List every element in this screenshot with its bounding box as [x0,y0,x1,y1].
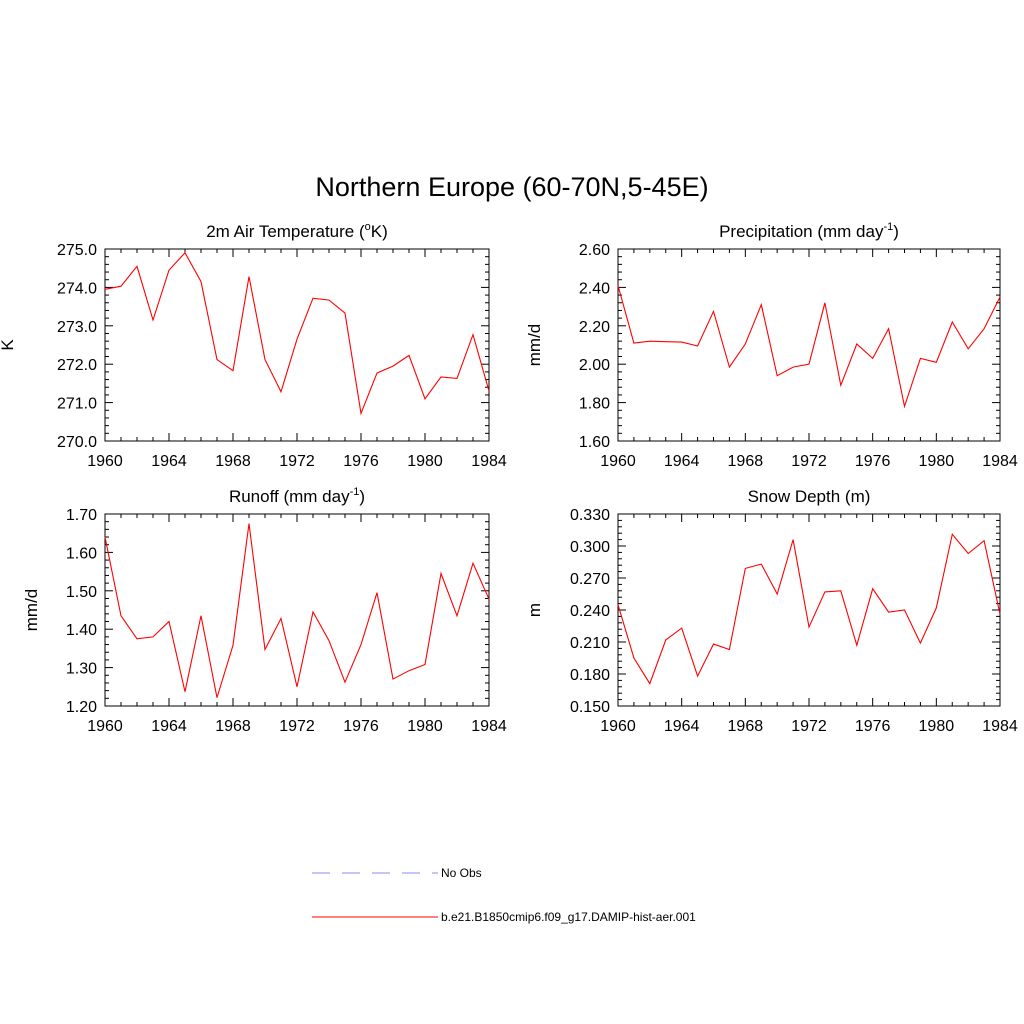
y-tick-label: 271.0 [57,396,97,413]
chart-runoff: 1960 1964 1968 1972 1976 1980 1984 1.20 1.30 1.40… [22,486,507,735]
x-tick-label: 1960 [87,453,123,470]
y-tick-label: 2.00 [579,357,610,374]
y-tick-label: 1.50 [66,584,97,601]
x-tick-label: 1980 [919,718,955,735]
y-tick-label: 1.70 [66,507,97,524]
y-tick-label: 1.60 [579,434,610,451]
y-tick-label: 270.0 [57,434,97,451]
panel-title: Precipitation (mm day-1) [719,221,899,241]
x-tick-label: 1980 [919,453,955,470]
y-tick-label: 273.0 [57,319,97,336]
plot-frame [104,513,490,707]
y-tick-label: 0.270 [570,571,610,588]
y-tick-label: 0.240 [570,603,610,620]
x-tick-label: 1976 [343,718,379,735]
figure-title: Northern Europe (60-70N,5-45E) [315,172,708,202]
y-tick-label: 275.0 [57,242,97,259]
chart-precipitation: 1960 1964 1968 1972 1976 1980 1984 1.60 1.80 2.00… [525,221,1018,470]
x-tick-label: 1968 [215,453,251,470]
y-tick-label: 0.150 [570,699,610,716]
legend-no-obs-label: No Obs [441,866,482,880]
panels: 1960 1964 1968 1972 1976 1980 1984 270.0 271.0 27… [0,221,1018,735]
x-tick-label: 1972 [279,718,315,735]
x-tick-label: 1964 [151,718,187,735]
y-tick-label: 2.20 [579,319,610,336]
x-tick-label: 1968 [728,718,764,735]
x-tick-label: 1976 [855,453,891,470]
x-tick-label: 1972 [791,453,827,470]
y-tick-label: 0.210 [570,635,610,652]
chart-air-temperature: 1960 1964 1968 1972 1976 1980 1984 270.0 271.0 27… [0,221,507,470]
y-tick-label: 0.330 [570,507,610,524]
plot-frame [617,513,1001,707]
y-tick-label: 0.300 [570,539,610,556]
x-tick-label: 1984 [471,718,507,735]
x-tick-label: 1964 [664,718,700,735]
x-tick-label: 1968 [215,718,251,735]
y-tick-label: 1.20 [66,699,97,716]
x-tick-label: 1976 [855,718,891,735]
y-axis-label: K [0,339,17,351]
panel-title: Runoff (mm day-1) [229,486,365,506]
x-tick-label: 1976 [343,453,379,470]
y-tick-label: 2.60 [579,242,610,259]
x-tick-label: 1960 [600,718,636,735]
y-tick-label: 1.40 [66,622,97,639]
legend: No Obs b.e21.B1850cmip6.f09_g17.DAMIP-hi… [312,866,696,924]
x-tick-label: 1960 [87,718,123,735]
series-line-runoff [104,523,490,698]
x-tick-label: 1964 [151,453,187,470]
chart-snow-depth: 1960 1964 1968 1972 1976 1980 1984 0.150 0.180 0.… [525,487,1018,735]
y-tick-label: 1.80 [579,396,610,413]
y-tick-label: 2.40 [579,280,610,297]
x-tick-label: 1972 [791,718,827,735]
plot-frame [104,248,490,442]
x-tick-label: 1984 [982,453,1018,470]
series-line-snow-depth [617,533,1001,685]
x-tick-label: 1980 [407,453,443,470]
x-tick-label: 1964 [664,453,700,470]
y-tick-label: 1.30 [66,661,97,678]
x-tick-label: 1984 [471,453,507,470]
y-axis-label: m [525,603,544,617]
y-axis-label: mm/d [525,324,544,367]
x-tick-label: 1968 [728,453,764,470]
y-tick-label: 272.0 [57,357,97,374]
y-tick-label: 1.60 [66,545,97,562]
panel-title: 2m Air Temperature (oK) [206,221,388,241]
x-tick-label: 1984 [982,718,1018,735]
series-line-precipitation [617,285,1001,409]
legend-model-label: b.e21.B1850cmip6.f09_g17.DAMIP-hist-aer.… [441,910,696,924]
series-line-air-temperature [104,251,490,416]
y-axis-label: mm/d [22,589,41,632]
x-tick-label: 1960 [600,453,636,470]
x-tick-label: 1980 [407,718,443,735]
x-tick-label: 1972 [279,453,315,470]
y-tick-label: 0.180 [570,667,610,684]
panel-title: Snow Depth (m) [748,487,871,506]
y-tick-label: 274.0 [57,280,97,297]
